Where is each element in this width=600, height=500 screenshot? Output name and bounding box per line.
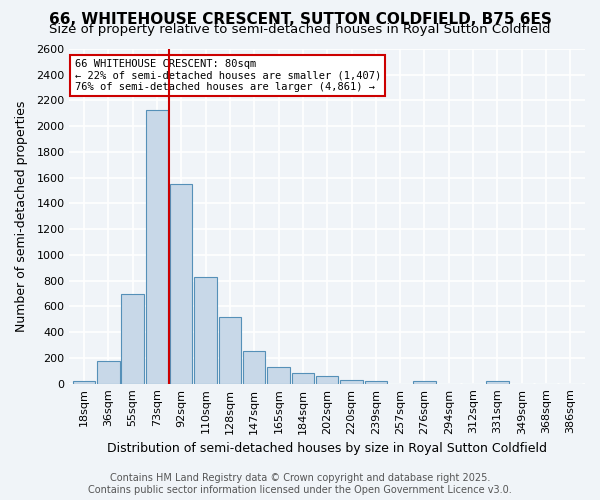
- Y-axis label: Number of semi-detached properties: Number of semi-detached properties: [15, 100, 28, 332]
- Bar: [243, 351, 265, 384]
- Bar: [268, 367, 290, 384]
- Bar: [413, 381, 436, 384]
- Bar: [170, 184, 193, 384]
- Bar: [194, 278, 217, 384]
- Bar: [121, 294, 144, 384]
- Text: 66, WHITEHOUSE CRESCENT, SUTTON COLDFIELD, B75 6ES: 66, WHITEHOUSE CRESCENT, SUTTON COLDFIEL…: [49, 12, 551, 28]
- Text: 66 WHITEHOUSE CRESCENT: 80sqm
← 22% of semi-detached houses are smaller (1,407)
: 66 WHITEHOUSE CRESCENT: 80sqm ← 22% of s…: [74, 59, 381, 92]
- Bar: [316, 376, 338, 384]
- X-axis label: Distribution of semi-detached houses by size in Royal Sutton Coldfield: Distribution of semi-detached houses by …: [107, 442, 547, 455]
- Bar: [340, 380, 363, 384]
- Text: Contains HM Land Registry data © Crown copyright and database right 2025.
Contai: Contains HM Land Registry data © Crown c…: [88, 474, 512, 495]
- Bar: [292, 374, 314, 384]
- Bar: [365, 381, 387, 384]
- Bar: [146, 110, 168, 384]
- Text: Size of property relative to semi-detached houses in Royal Sutton Coldfield: Size of property relative to semi-detach…: [49, 22, 551, 36]
- Bar: [486, 381, 509, 384]
- Bar: [97, 361, 119, 384]
- Bar: [219, 318, 241, 384]
- Bar: [73, 381, 95, 384]
